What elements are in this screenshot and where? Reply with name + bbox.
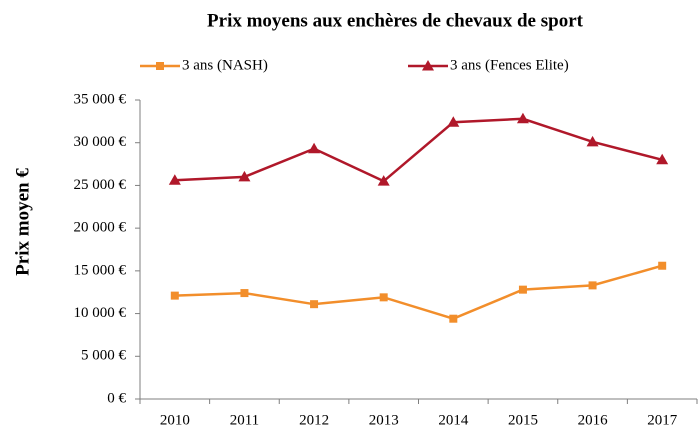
- y-axis-title: Prix moyen €: [12, 168, 33, 276]
- marker: [449, 314, 458, 323]
- x-tick-label: 2016: [578, 412, 609, 428]
- x-tick-label: 2012: [299, 412, 329, 428]
- y-tick-label: 15 000 €: [74, 262, 127, 278]
- y-tick-label: 20 000 €: [74, 220, 127, 236]
- marker: [156, 62, 164, 70]
- y-tick-label: 10 000 €: [74, 305, 127, 321]
- marker: [447, 116, 460, 127]
- marker: [588, 281, 597, 290]
- x-tick-label: 2017: [647, 412, 678, 428]
- marker: [656, 153, 669, 165]
- marker: [658, 261, 667, 270]
- marker: [379, 293, 388, 302]
- x-tick-label: 2013: [369, 412, 399, 428]
- marker: [586, 135, 599, 147]
- y-tick-label: 35 000 €: [74, 91, 127, 107]
- x-tick-label: 2011: [230, 412, 259, 428]
- marker: [377, 175, 390, 186]
- marker: [308, 142, 321, 154]
- marker: [422, 60, 434, 71]
- legend-label: 3 ans (Fences Elite): [450, 57, 569, 73]
- y-tick-label: 30 000 €: [74, 134, 127, 150]
- marker: [310, 300, 319, 309]
- series-line: [174, 264, 663, 321]
- marker: [240, 289, 249, 298]
- x-tick-label: 2010: [160, 412, 190, 428]
- chart-title: Prix moyens aux enchères de chevaux de s…: [207, 10, 584, 31]
- marker: [516, 112, 529, 124]
- y-tick-label: 25 000 €: [74, 177, 127, 193]
- y-tick-label: 0 €: [107, 390, 126, 406]
- x-tick-label: 2014: [438, 412, 469, 428]
- y-tick-label: 5 000 €: [81, 348, 127, 364]
- marker: [238, 170, 251, 182]
- marker: [518, 285, 527, 294]
- x-tick-label: 2015: [508, 412, 538, 428]
- marker: [170, 291, 179, 300]
- marker: [168, 174, 181, 185]
- legend-label: 3 ans (NASH): [182, 57, 268, 73]
- series-line: [174, 117, 663, 183]
